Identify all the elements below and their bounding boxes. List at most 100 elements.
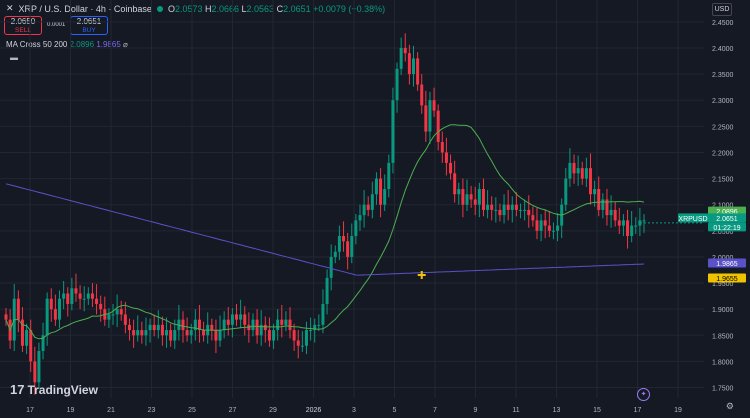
candle-body (469, 194, 473, 200)
candle-body (613, 209, 617, 221)
price-label-bg (708, 273, 746, 283)
candle-body (605, 199, 609, 216)
candle-body (498, 209, 502, 216)
candle-body (551, 230, 555, 232)
indicator-hidden-icon[interactable]: ⌀ (123, 40, 128, 49)
candle-body (588, 168, 592, 195)
candle-body (136, 330, 140, 336)
candle-body (601, 199, 605, 210)
candle-body (119, 309, 123, 315)
bar-countdown-label-bg (708, 222, 746, 232)
price-axis-tick: 2.3500 (712, 72, 734, 79)
ohlc-key: L (241, 3, 247, 14)
candle-body (576, 168, 580, 174)
candle-body (399, 47, 403, 69)
candle-body (255, 319, 259, 336)
candle-body (621, 220, 625, 226)
symbol-title[interactable]: XRP / U.S. Dollar · 4h · Coinbase (18, 3, 152, 14)
candle-body (304, 330, 308, 346)
tradingview-logo[interactable]: 17 TradingView (10, 382, 98, 397)
market-status-icon (156, 5, 163, 12)
candle-body (428, 100, 432, 132)
candle-body (325, 277, 329, 304)
price-label: 1.9865 (716, 261, 738, 268)
buy-label: BUY (82, 26, 96, 34)
symbol-header: ✕ XRP / U.S. Dollar · 4h · Coinbase O2.0… (6, 3, 385, 14)
price-axis-tick: 1.8500 (712, 333, 734, 340)
price-axis-tick: 2.3000 (712, 98, 734, 105)
candle-body (490, 204, 494, 210)
price-label-bg (708, 206, 746, 216)
currency-selector[interactable]: USD (712, 3, 732, 16)
time-axis-tick: 2026 (306, 407, 322, 414)
candle-body (132, 330, 136, 336)
ohlc-key: C (276, 3, 284, 14)
candle-body (259, 324, 263, 336)
candle-body (564, 178, 568, 205)
candle-body (465, 194, 469, 205)
settings-gear-icon[interactable]: ⚙ (725, 401, 734, 411)
candle-body (321, 303, 325, 325)
candle-body (226, 319, 230, 325)
candle-body (506, 204, 510, 210)
candle-body (45, 298, 49, 336)
collapse-legend-icon[interactable]: ▬ (10, 53, 18, 62)
price-axis-tick: 2.0000 (712, 255, 734, 262)
time-axis-tick: 17 (634, 407, 642, 414)
price-label: 2.0896 (716, 209, 738, 216)
candle-body (156, 324, 160, 331)
candle-body (358, 215, 362, 221)
candle-body (239, 314, 243, 320)
candle-body (556, 225, 560, 231)
last-price-label-bg (708, 213, 746, 223)
time-axis-tick: 19 (67, 407, 75, 414)
candle-body (29, 330, 33, 362)
candle-body (300, 345, 304, 347)
candle-body (337, 236, 341, 252)
candle-body (461, 189, 465, 205)
sell-price: 2.0650 (10, 16, 36, 26)
candle-body (416, 58, 420, 85)
candle-body (420, 84, 424, 106)
candle-body (107, 314, 111, 320)
candle-body (449, 162, 453, 174)
time-axis-tick: 15 (593, 407, 601, 414)
candle-body (160, 324, 164, 336)
time-axis-tick: 25 (188, 407, 196, 414)
symbol-price-tag-bg (678, 213, 708, 223)
candle-body (374, 178, 378, 195)
candle-body (152, 324, 156, 331)
candle-body (342, 236, 346, 242)
candle-body (288, 319, 292, 331)
close-icon[interactable]: ✕ (6, 3, 14, 13)
candle-body (90, 293, 94, 299)
candle-body (539, 220, 543, 231)
candle-body (317, 324, 321, 326)
candle-body (346, 241, 350, 257)
candle-body (391, 100, 395, 163)
candle-body (313, 324, 317, 331)
candle-body (197, 319, 201, 331)
price-axis-tick: 1.9500 (712, 281, 734, 288)
candle-body (329, 256, 333, 278)
candle-body (383, 189, 387, 205)
candle-body (4, 314, 8, 320)
candle-body (173, 330, 177, 341)
candle-body (16, 298, 20, 320)
time-axis-tick: 3 (352, 407, 356, 414)
indicator-legend[interactable]: MA Cross 50 200 2.0896 1.9865 ⌀ (6, 40, 128, 49)
candle-body (494, 209, 498, 211)
candle-body (66, 293, 70, 304)
candle-body (49, 298, 53, 310)
sell-button[interactable]: 2.0650 SELL (4, 16, 42, 35)
candle-body (148, 324, 152, 331)
candle-body (473, 199, 477, 205)
candle-body (58, 298, 62, 320)
cross-marker-icon (417, 270, 426, 279)
ai-assistant-icon[interactable]: ✦ (637, 388, 650, 401)
price-axis-tick: 2.2000 (712, 150, 734, 157)
candle-body (144, 330, 148, 336)
candle-body (510, 204, 514, 210)
candle-body (284, 319, 288, 325)
